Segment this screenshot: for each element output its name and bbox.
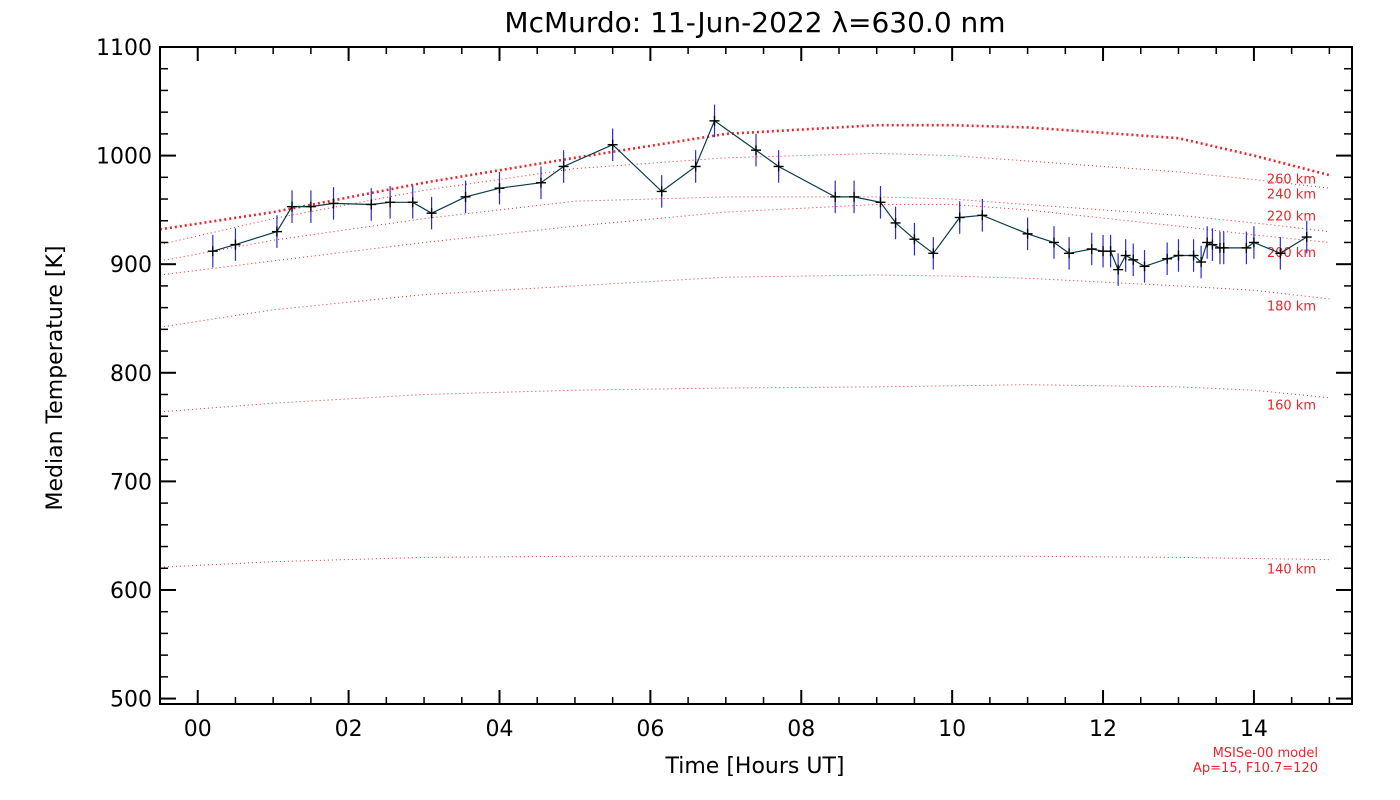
y-tick-label: 800 <box>110 362 152 387</box>
data-point <box>1162 253 1173 264</box>
data-point <box>535 177 546 188</box>
model-label-160-km: 160 km <box>1267 398 1316 413</box>
data-point <box>271 226 282 237</box>
data-point <box>1128 254 1139 265</box>
model-curve-160-km <box>159 384 1330 413</box>
data-point <box>407 197 418 208</box>
data-line <box>212 119 1308 272</box>
x-tick-label: 12 <box>1089 717 1117 742</box>
data-point <box>656 186 667 197</box>
data-point <box>1113 264 1124 275</box>
x-axis-label: Time [Hours UT] <box>665 754 845 779</box>
y-tick-label: 1000 <box>96 145 152 170</box>
data-point <box>1022 228 1033 239</box>
data-point <box>977 210 988 221</box>
data-point <box>1120 250 1131 261</box>
data-point <box>1173 250 1184 261</box>
y-tick-label: 600 <box>110 579 152 604</box>
data-point <box>1086 243 1097 254</box>
y-axis-label: Median Temperature [K] <box>43 246 68 511</box>
x-tick-label: 02 <box>335 717 363 742</box>
data-point <box>1196 257 1207 268</box>
data-point <box>494 183 505 194</box>
data-point <box>305 201 316 212</box>
y-tick-label: 500 <box>110 688 152 713</box>
model-note-line-2: Ap=15, F10.7=120 <box>1193 761 1318 776</box>
model-curve-180-km <box>159 274 1330 328</box>
data-point <box>1301 232 1312 243</box>
model-curve-220-km <box>159 196 1330 262</box>
model-label-240-km: 240 km <box>1267 188 1316 203</box>
data-point <box>287 201 298 212</box>
model-label-220-km: 220 km <box>1267 209 1316 224</box>
data-point <box>875 197 886 208</box>
model-label-140-km: 140 km <box>1267 562 1316 577</box>
x-tick-label: 10 <box>938 717 966 742</box>
x-tick-label: 04 <box>485 717 513 742</box>
data-point <box>366 199 377 210</box>
data-point <box>385 197 396 208</box>
x-tick-label: 06 <box>636 717 664 742</box>
data-point <box>1218 242 1229 253</box>
data-point <box>1188 250 1199 261</box>
data-point <box>1064 248 1075 259</box>
data-point <box>773 161 784 172</box>
y-tick-label: 900 <box>110 253 152 278</box>
model-label-180-km: 180 km <box>1267 299 1316 314</box>
y-tick-label: 1100 <box>96 36 152 61</box>
data-point <box>890 217 901 228</box>
model-curve-240-km <box>159 152 1330 246</box>
data-point <box>909 234 920 245</box>
data-point <box>751 145 761 156</box>
axis-ticks: 00 02 04 06 08 10 12 14 500 600 700 800 900 1000 1100 <box>96 36 1352 742</box>
plot-frame <box>159 46 1353 705</box>
data-point <box>1049 237 1059 248</box>
data-point <box>1207 239 1218 250</box>
data-point <box>709 115 720 126</box>
model-curve-140-km <box>159 555 1330 568</box>
data-point <box>558 161 569 172</box>
data-point <box>954 212 965 223</box>
plot-border <box>159 46 1353 705</box>
data-point <box>1105 246 1116 257</box>
model-curve-200-km <box>159 204 1330 276</box>
data-point <box>426 208 437 219</box>
data-point <box>460 191 471 202</box>
data-point <box>830 191 841 202</box>
y-tick-label: 700 <box>110 470 152 495</box>
data-point <box>207 246 218 257</box>
data-point <box>849 191 860 202</box>
model-curve-260-km <box>159 123 1330 231</box>
x-tick-label: 08 <box>787 717 815 742</box>
measured-series <box>207 104 1312 286</box>
x-tick-label: 14 <box>1240 717 1268 742</box>
data-point <box>328 198 339 209</box>
data-point <box>1248 237 1259 248</box>
data-point <box>690 161 701 172</box>
model-curves <box>159 123 1330 568</box>
model-note-line-1: MSISe-00 model <box>1213 746 1318 761</box>
x-tick-label: 00 <box>184 717 212 742</box>
data-point <box>1241 242 1252 253</box>
data-point <box>1275 248 1286 259</box>
model-label-200-km: 200 km <box>1267 246 1316 261</box>
chart-title: McMurdo: 11-Jun-2022 λ=630.0 nm <box>504 6 1005 39</box>
data-point <box>928 248 939 259</box>
data-point <box>607 139 618 150</box>
data-point <box>1202 237 1213 248</box>
data-point <box>1139 261 1150 272</box>
model-label-260-km: 260 km <box>1267 172 1316 187</box>
data-point <box>230 239 241 250</box>
